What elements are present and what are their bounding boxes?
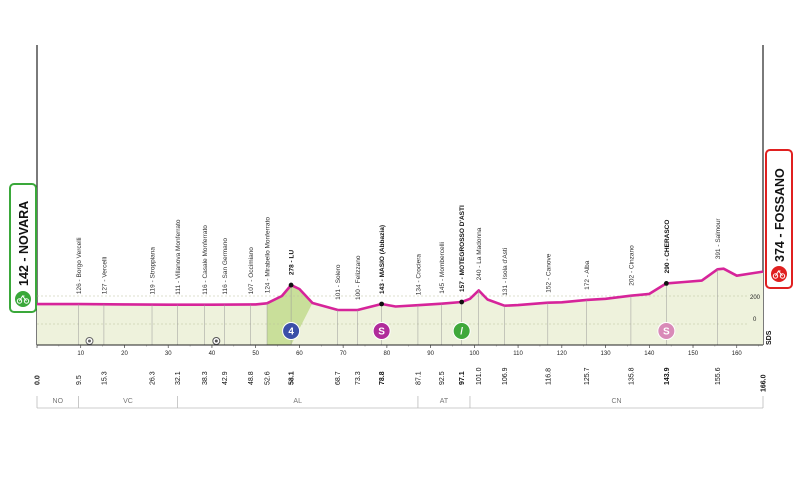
km-tick-label: 110 (513, 351, 523, 357)
region-label: NO (53, 398, 64, 405)
place-km-label: 125.7 (584, 367, 591, 385)
place-label: 116 - Casale Monferrato (202, 225, 209, 295)
km-tick-label: 120 (557, 351, 568, 357)
km-axis: 10 20 30 40 50 60 70 80 90 100 110 120 130 140 150 160 (36, 345, 759, 357)
km-tick-label: 160 (732, 351, 743, 357)
place-km-label: 52.6 (265, 371, 272, 385)
finish-bike-icon (771, 266, 787, 282)
place-km-label: 92.5 (439, 371, 446, 385)
place-km-label: 38.3 (202, 371, 209, 385)
region-label: CN (611, 398, 621, 405)
start-bike-icon (15, 291, 31, 307)
place-label: 111 - Villanova Monferrato (175, 219, 182, 295)
bonus-sprint-icon (85, 337, 94, 345)
km-end-label: 166.0 (761, 374, 768, 392)
place-km-label: 32.1 (175, 371, 182, 385)
place-label: 124 - Mirabello Monferrato (265, 217, 272, 294)
km-tick-label: 10 (77, 351, 84, 357)
svg-text:S: S (378, 327, 385, 338)
km-labels: 9.5 15.3 26.3 32.1 38.3 42.9 48.8 52.6 58.1 68.7 7… (35, 367, 768, 392)
region-label: AT (440, 398, 449, 405)
region-label: AL (293, 398, 302, 405)
place-label: 116 - San Germano (222, 238, 229, 295)
altitude-scale-200: 200 (750, 295, 761, 301)
place-label: 152 - Canove (545, 253, 552, 292)
place-km-label: 58.1 (289, 371, 296, 385)
place-km-label: 97.1 (459, 371, 466, 385)
timing-icon (212, 337, 221, 345)
km-tick-label: 80 (384, 351, 391, 357)
place-km-label: 155.6 (715, 367, 722, 385)
finish-box: 374 - FOSSANO (765, 149, 793, 289)
place-km-label: 15.3 (101, 371, 108, 385)
climb-fill (267, 285, 313, 345)
place-km-label: 48.8 (248, 371, 255, 385)
km-tick-label: 150 (688, 351, 699, 357)
place-km-label: 42.9 (222, 371, 229, 385)
place-km-label: 143.9 (664, 367, 671, 385)
svg-text:S: S (663, 327, 670, 338)
place-label: 391 - Salmour (715, 218, 722, 260)
place-label: 240 - La Madonna (476, 227, 483, 280)
place-label: 127 - Vercelli (101, 257, 108, 295)
km-tick-label: 130 (601, 351, 612, 357)
sds-label: SDS (766, 330, 773, 345)
place-km-label: 68.7 (335, 371, 342, 385)
km-tick-label: 60 (296, 351, 303, 357)
place-label: 134 - Crociera (415, 254, 422, 296)
place-dot (663, 281, 669, 286)
place-km-label: 73.3 (355, 371, 362, 385)
km-tick-label: 30 (165, 351, 172, 357)
place-dot (379, 301, 385, 307)
place-label: 157 - MOTEGROSSO D'ASTI (459, 205, 466, 292)
km-start-label: 0.0 (35, 375, 42, 385)
place-label: 145 - Mombercelli (439, 242, 446, 294)
km-tick-label: 40 (209, 351, 216, 357)
place-label: 100 - Felizzano (355, 255, 362, 300)
place-km-label: 26.3 (150, 371, 157, 385)
km-tick-label: 50 (252, 351, 259, 357)
place-label: 107 - Occimiano (248, 247, 255, 295)
place-label: 101 - Solero (335, 264, 342, 300)
place-km-label: 106.9 (502, 367, 509, 385)
place-label: 172 - Alba (584, 260, 591, 290)
place-km-label: 78.8 (379, 371, 386, 385)
place-km-label: 101.0 (476, 367, 483, 385)
finish-label: 374 - FOSSANO (773, 168, 787, 262)
sprint-icon: S (657, 322, 676, 340)
km-tick-label: 90 (427, 351, 434, 357)
region-bar: NO VC AL AT CN (36, 396, 764, 409)
km-tick-label: 140 (644, 351, 655, 357)
place-km-label: 87.1 (415, 371, 422, 385)
km-tick-label: 20 (121, 351, 128, 357)
kom-climb-icon: 4 (282, 322, 301, 340)
start-label: 142 - NOVARA (17, 201, 31, 286)
feed-zone-icon: / (452, 322, 471, 340)
place-km-label: 9.5 (76, 375, 83, 385)
km-tick-label: 70 (340, 351, 347, 357)
place-label: 278 - LU (289, 250, 296, 276)
place-dot (288, 282, 294, 288)
altitude-scale-0: 0 (753, 317, 757, 323)
svg-text:4: 4 (288, 327, 294, 338)
km-tick-label: 100 (469, 351, 480, 357)
sprint-icon: S (372, 322, 391, 340)
start-box: 142 - NOVARA (9, 183, 37, 313)
place-label: 290 - CHERASCO (664, 220, 671, 274)
place-label: 202 - Cinzano (628, 245, 635, 286)
stage-markers: 4 S / S (85, 322, 676, 345)
place-dot (459, 299, 465, 305)
svg-text:/: / (460, 327, 463, 338)
region-label: VC (123, 398, 133, 405)
place-labels: 126 - Borgo Vercelli 127 - Vercelli 119 - … (76, 205, 722, 345)
place-label: 143 - MASIO (Abbazia) (379, 225, 386, 294)
place-label: 119 - Stroppiana (150, 247, 157, 295)
place-label: 126 - Borgo Vercelli (76, 237, 83, 294)
place-label: 131 - Isola d'Asti (502, 248, 509, 296)
place-km-label: 116.8 (545, 368, 552, 385)
place-km-label: 135.8 (628, 367, 635, 385)
